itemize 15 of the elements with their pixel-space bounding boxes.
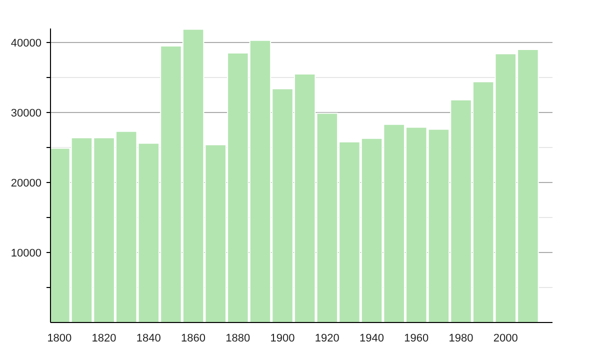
x-tick-label: 1940 [360, 332, 384, 344]
x-tick-label: 1980 [448, 332, 474, 344]
y-tick-label: 10000 [10, 248, 42, 260]
x-tick-label: 1800 [47, 332, 72, 344]
y-tick-label: 20000 [10, 178, 42, 190]
x-tick-label: 1860 [181, 332, 206, 344]
x-tick-label: 1840 [136, 332, 161, 344]
x-tick-label: 2000 [493, 332, 518, 344]
y-tick-label: 30000 [10, 108, 42, 120]
x-tick-label: 1960 [404, 332, 429, 344]
x-tick-label: 1900 [270, 332, 295, 344]
x-tick-label: 1820 [92, 332, 116, 344]
x-tick-label: 1880 [226, 332, 250, 344]
x-tick-label: 1920 [314, 332, 340, 344]
y-tick-label: 40000 [10, 38, 42, 50]
